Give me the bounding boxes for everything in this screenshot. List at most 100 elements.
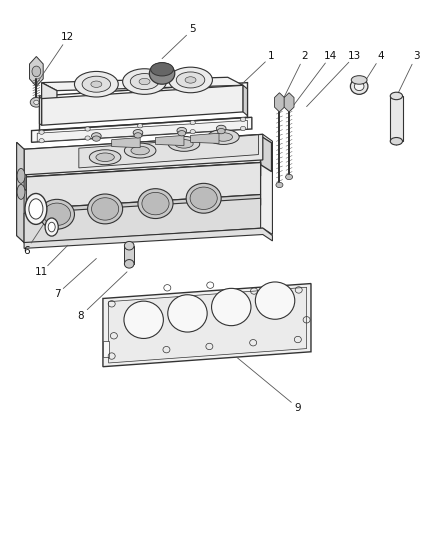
Ellipse shape [185, 77, 196, 83]
Text: 4: 4 [378, 51, 385, 61]
Ellipse shape [17, 168, 25, 183]
Ellipse shape [92, 136, 100, 141]
Polygon shape [24, 228, 272, 248]
Polygon shape [26, 195, 261, 220]
Ellipse shape [214, 133, 233, 141]
Polygon shape [29, 56, 43, 86]
Ellipse shape [88, 194, 123, 224]
Text: 1: 1 [268, 51, 275, 61]
Ellipse shape [85, 136, 90, 140]
Ellipse shape [92, 198, 119, 220]
Polygon shape [17, 144, 18, 213]
Ellipse shape [82, 76, 110, 92]
Polygon shape [109, 287, 307, 363]
Polygon shape [261, 136, 272, 172]
Ellipse shape [45, 218, 58, 236]
Ellipse shape [123, 69, 166, 94]
Ellipse shape [149, 63, 175, 84]
Ellipse shape [39, 130, 44, 134]
Polygon shape [18, 147, 26, 190]
Ellipse shape [133, 130, 143, 136]
Ellipse shape [124, 241, 134, 250]
Ellipse shape [190, 130, 195, 134]
Ellipse shape [85, 127, 90, 131]
Text: 7: 7 [53, 289, 60, 299]
Text: 2: 2 [301, 51, 308, 61]
Ellipse shape [138, 133, 143, 137]
Polygon shape [37, 120, 247, 142]
Ellipse shape [190, 187, 217, 209]
Ellipse shape [212, 288, 251, 326]
Polygon shape [191, 133, 219, 143]
Text: 6: 6 [23, 246, 30, 255]
Polygon shape [24, 134, 263, 175]
Ellipse shape [175, 140, 193, 148]
Ellipse shape [124, 143, 156, 158]
Ellipse shape [139, 78, 150, 85]
Text: 3: 3 [413, 51, 420, 61]
Text: 5: 5 [189, 25, 196, 34]
Ellipse shape [169, 67, 212, 93]
Ellipse shape [176, 72, 205, 88]
Ellipse shape [32, 66, 41, 77]
Ellipse shape [390, 92, 403, 100]
Polygon shape [26, 163, 261, 209]
Ellipse shape [178, 131, 186, 136]
Ellipse shape [286, 174, 293, 180]
Ellipse shape [131, 146, 149, 155]
Ellipse shape [96, 153, 114, 161]
Ellipse shape [17, 184, 25, 199]
Ellipse shape [350, 78, 368, 94]
Polygon shape [275, 93, 284, 112]
Polygon shape [103, 341, 109, 357]
Ellipse shape [34, 100, 39, 104]
Polygon shape [26, 136, 261, 177]
Polygon shape [32, 117, 252, 142]
Polygon shape [42, 85, 243, 125]
Ellipse shape [138, 189, 173, 219]
Polygon shape [103, 284, 311, 367]
Ellipse shape [351, 76, 367, 84]
Ellipse shape [89, 150, 121, 165]
Ellipse shape [30, 98, 42, 107]
Ellipse shape [168, 136, 200, 151]
Ellipse shape [25, 193, 47, 224]
Ellipse shape [124, 260, 134, 268]
Polygon shape [124, 246, 134, 264]
Ellipse shape [208, 130, 239, 144]
Polygon shape [390, 96, 403, 141]
Ellipse shape [276, 182, 283, 188]
Ellipse shape [390, 138, 403, 145]
Ellipse shape [138, 124, 143, 128]
Ellipse shape [151, 63, 173, 76]
Polygon shape [17, 134, 272, 243]
Polygon shape [284, 93, 294, 112]
Ellipse shape [131, 74, 159, 90]
Ellipse shape [354, 82, 364, 91]
Ellipse shape [92, 133, 101, 139]
Ellipse shape [240, 126, 246, 131]
Polygon shape [17, 142, 24, 243]
Polygon shape [39, 97, 42, 125]
Ellipse shape [39, 199, 74, 229]
Ellipse shape [190, 120, 195, 125]
Ellipse shape [240, 117, 246, 122]
Text: 14: 14 [324, 51, 337, 61]
Ellipse shape [134, 133, 142, 138]
Ellipse shape [186, 183, 221, 213]
Ellipse shape [124, 301, 163, 338]
Text: 12: 12 [61, 33, 74, 42]
Ellipse shape [48, 222, 55, 232]
Ellipse shape [168, 295, 207, 332]
Ellipse shape [29, 199, 43, 219]
Ellipse shape [39, 139, 44, 143]
Ellipse shape [91, 81, 102, 87]
Ellipse shape [177, 127, 187, 134]
Ellipse shape [43, 203, 71, 225]
Ellipse shape [142, 192, 169, 215]
Text: 11: 11 [35, 267, 48, 277]
Polygon shape [26, 163, 261, 190]
Text: 9: 9 [294, 403, 301, 413]
Polygon shape [112, 138, 140, 148]
Polygon shape [243, 85, 247, 116]
